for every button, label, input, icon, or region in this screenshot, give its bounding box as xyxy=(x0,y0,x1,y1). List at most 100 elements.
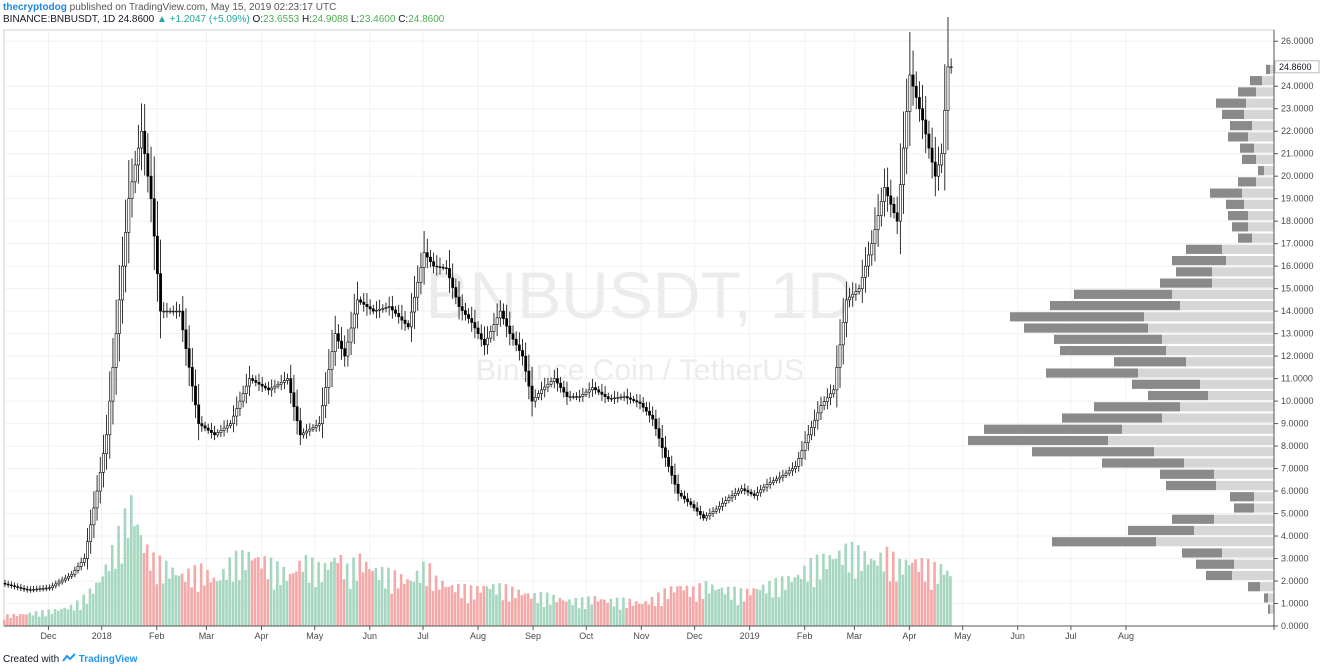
candle-body xyxy=(905,111,909,149)
volume-bar xyxy=(774,577,778,626)
volume-bar xyxy=(844,543,847,626)
price-tick-label: 9.0000 xyxy=(1281,419,1309,429)
volume-bar xyxy=(314,587,317,626)
volume-bar xyxy=(523,593,527,626)
candle-body xyxy=(48,587,51,589)
candle-body xyxy=(232,415,236,424)
volume-profile-bar-dominant xyxy=(1054,334,1162,344)
volume-bar xyxy=(717,589,720,626)
candle-body xyxy=(368,306,372,310)
volume-bar xyxy=(130,495,133,626)
volume-bar xyxy=(796,574,800,626)
candle-body xyxy=(740,488,744,492)
candle-body xyxy=(714,508,718,512)
candle-body xyxy=(803,442,807,451)
candle-body xyxy=(790,468,794,472)
candle-body xyxy=(629,397,632,400)
volume-profile-bar-dominant xyxy=(1242,154,1256,164)
time-axis[interactable]: Dec 2018 Feb Mar Apr May Jun Jul Aug Sep Oct Nov Dec… xyxy=(4,625,1274,641)
volume-bar xyxy=(850,541,854,626)
volume-profile-bar-dominant xyxy=(1216,98,1246,108)
candle-body xyxy=(140,130,143,149)
candle-body xyxy=(16,586,20,588)
volume-bar xyxy=(895,581,898,626)
candle-body xyxy=(613,397,617,400)
candle-body xyxy=(857,288,861,292)
candle-body xyxy=(127,198,131,233)
volume-bar xyxy=(488,589,492,626)
volume-profile-bar-dominant xyxy=(968,435,1108,446)
candle-body xyxy=(22,588,26,590)
volume-bar xyxy=(422,561,425,626)
volume-profile-bar-dominant xyxy=(1074,289,1172,299)
symbol-name: BINANCE:BNBUSDT, 1D xyxy=(3,14,116,25)
author-link[interactable]: thecryptodog xyxy=(3,2,67,13)
volume-bar xyxy=(390,593,393,626)
candle-body xyxy=(244,385,248,394)
candle-body xyxy=(165,310,169,313)
watermark-description: Binance Coin / TetherUS xyxy=(476,354,804,387)
volume-bar xyxy=(91,593,95,626)
candle-body xyxy=(448,268,451,279)
price-chart[interactable]: BNBUSDT, 1D Binance Coin / TetherUS 26.0… xyxy=(0,0,1320,650)
volume-bar xyxy=(310,557,314,626)
candle-body xyxy=(787,470,791,474)
candle-body xyxy=(797,458,801,467)
volume-bar xyxy=(225,579,228,626)
candle-body xyxy=(108,400,112,436)
volume-bar xyxy=(568,599,571,626)
price-tick-label: 22.0000 xyxy=(1281,126,1314,136)
candle-body xyxy=(756,492,759,496)
candle-body xyxy=(886,187,890,197)
volume-profile-bar xyxy=(1172,514,1274,524)
volume-bar xyxy=(190,587,193,626)
volume-bar xyxy=(266,579,270,626)
candle-body xyxy=(889,195,893,205)
volume-bar xyxy=(457,583,460,626)
volume-profile-bar-dominant xyxy=(1258,166,1264,176)
volume-bar xyxy=(815,554,819,626)
candle-body xyxy=(810,427,813,436)
candle-body xyxy=(556,378,559,384)
candle-body xyxy=(143,130,147,154)
volume-bar xyxy=(47,609,51,626)
volume-bar xyxy=(228,557,232,626)
candle-body xyxy=(657,428,661,439)
candle-body xyxy=(616,397,620,399)
low-label: L: xyxy=(350,14,360,25)
volume-bar xyxy=(69,604,73,626)
price-tick-label: 4.0000 xyxy=(1281,531,1309,541)
candle-body xyxy=(451,277,455,288)
volume-bar xyxy=(396,588,400,626)
candle-body xyxy=(854,291,858,295)
candle-body xyxy=(844,299,848,323)
volume-bar xyxy=(25,614,28,626)
candle-body xyxy=(841,322,845,346)
price-tick-label: 20.0000 xyxy=(1281,171,1314,181)
volume-profile-bar-dominant xyxy=(1024,323,1148,333)
volume-profile-bar-dominant xyxy=(1210,188,1242,198)
volume-bar xyxy=(441,580,444,626)
candle-body xyxy=(387,306,391,308)
last-price-label: 24.8600 xyxy=(1279,62,1312,72)
volume-bar xyxy=(672,592,676,626)
candle-body xyxy=(825,397,829,402)
price-axis[interactable]: 26.0000 24.0000 23.0000 22.0000 21.0000 20.00… xyxy=(1273,30,1314,631)
candle-body xyxy=(302,432,305,436)
volume-bar xyxy=(650,596,654,626)
volume-profile-bar xyxy=(1222,109,1274,119)
volume-bar xyxy=(158,555,162,626)
candle-body xyxy=(473,322,477,329)
volume-bar xyxy=(12,613,16,626)
volume-bar xyxy=(72,610,76,626)
candle-body xyxy=(565,391,569,397)
volume-bar xyxy=(491,584,495,626)
volume-bar xyxy=(126,538,130,626)
volume-bar xyxy=(533,593,536,626)
candle-body xyxy=(768,482,772,485)
volume-bar xyxy=(288,573,292,626)
tradingview-brand[interactable]: TradingView xyxy=(78,654,138,665)
candle-body xyxy=(152,198,156,237)
price-tick-label: 17.0000 xyxy=(1281,239,1314,249)
candle-body xyxy=(543,386,547,391)
